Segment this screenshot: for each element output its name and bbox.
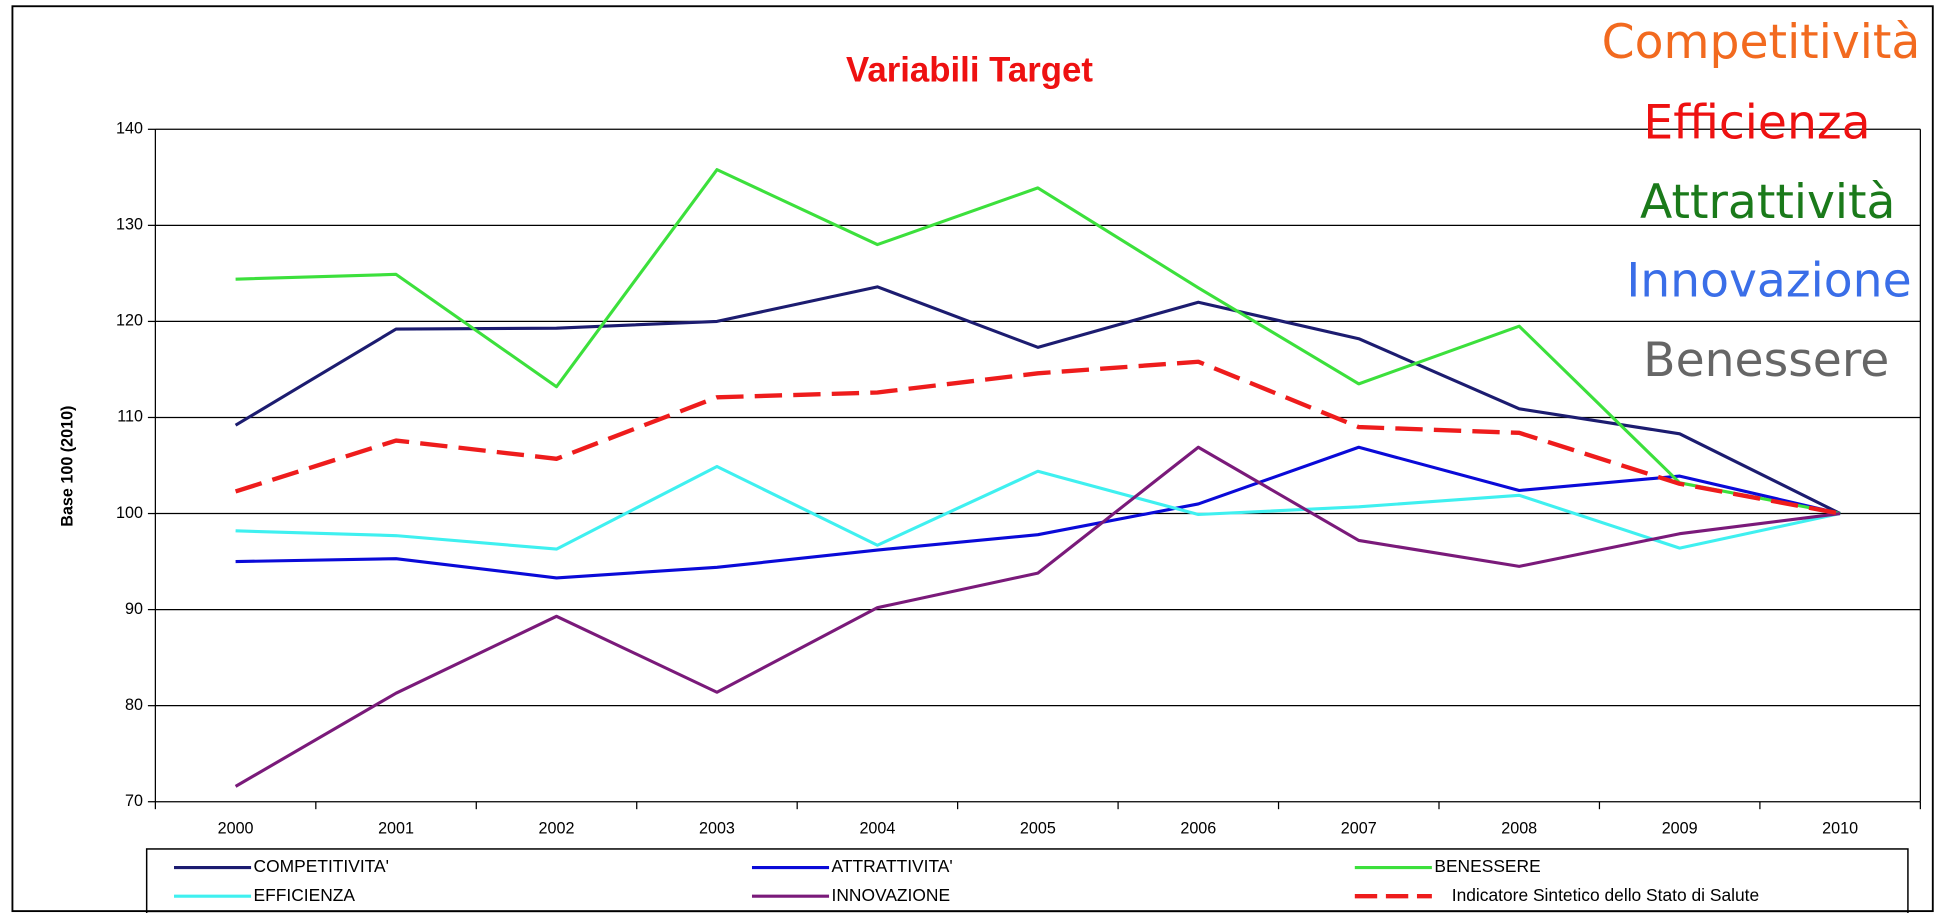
series-line: [234, 359, 1841, 516]
x-tick-label: 2004: [859, 819, 895, 837]
x-tick-label: 2007: [1341, 819, 1377, 837]
y-axis-label: Base 100 (2010): [59, 406, 77, 527]
legend-label: INNOVAZIONE: [832, 885, 951, 905]
x-tick-label: 2005: [1020, 819, 1056, 837]
x-tick-label: 2000: [218, 819, 254, 837]
annotation: Attrattività: [1640, 175, 1896, 230]
legend-frame: [145, 848, 1909, 913]
series-line: [234, 445, 1841, 788]
annotation: Competitività: [1602, 15, 1921, 70]
legend-label: Indicatore Sintetico dello Stato di Salu…: [1452, 885, 1759, 905]
y-tick-label: 70: [125, 792, 143, 810]
y-tick-label: 140: [116, 120, 143, 138]
legend-label: COMPETITIVITA': [254, 856, 389, 876]
series-line: [234, 285, 1841, 515]
y-tick-label: 90: [125, 600, 143, 618]
x-tick-label: 2003: [699, 819, 735, 837]
legend-label: EFFICIENZA: [254, 885, 356, 905]
annotation: Innovazione: [1626, 253, 1911, 308]
legend-label: BENESSERE: [1434, 856, 1540, 876]
x-tick-label: 2006: [1180, 819, 1216, 837]
chart-title: Variabili Target: [846, 50, 1093, 89]
x-tick-label: 2010: [1822, 819, 1858, 837]
y-tick-label: 80: [125, 696, 143, 714]
x-tick-label: 2008: [1501, 819, 1537, 837]
annotation: Benessere: [1643, 333, 1889, 388]
y-tick-label: 130: [116, 216, 143, 234]
y-tick-label: 100: [116, 504, 143, 522]
y-tick-label: 120: [116, 312, 143, 330]
annotation: Efficienza: [1643, 96, 1870, 151]
x-tick-label: 2002: [539, 819, 575, 837]
series-line: [235, 464, 1841, 551]
x-tick-label: 2001: [378, 819, 414, 837]
legend-label: ATTRATTIVITA': [832, 856, 953, 876]
series-line: [235, 445, 1841, 580]
series-line: [235, 168, 1841, 516]
y-tick-label: 110: [117, 408, 143, 426]
x-tick-label: 2009: [1662, 819, 1698, 837]
